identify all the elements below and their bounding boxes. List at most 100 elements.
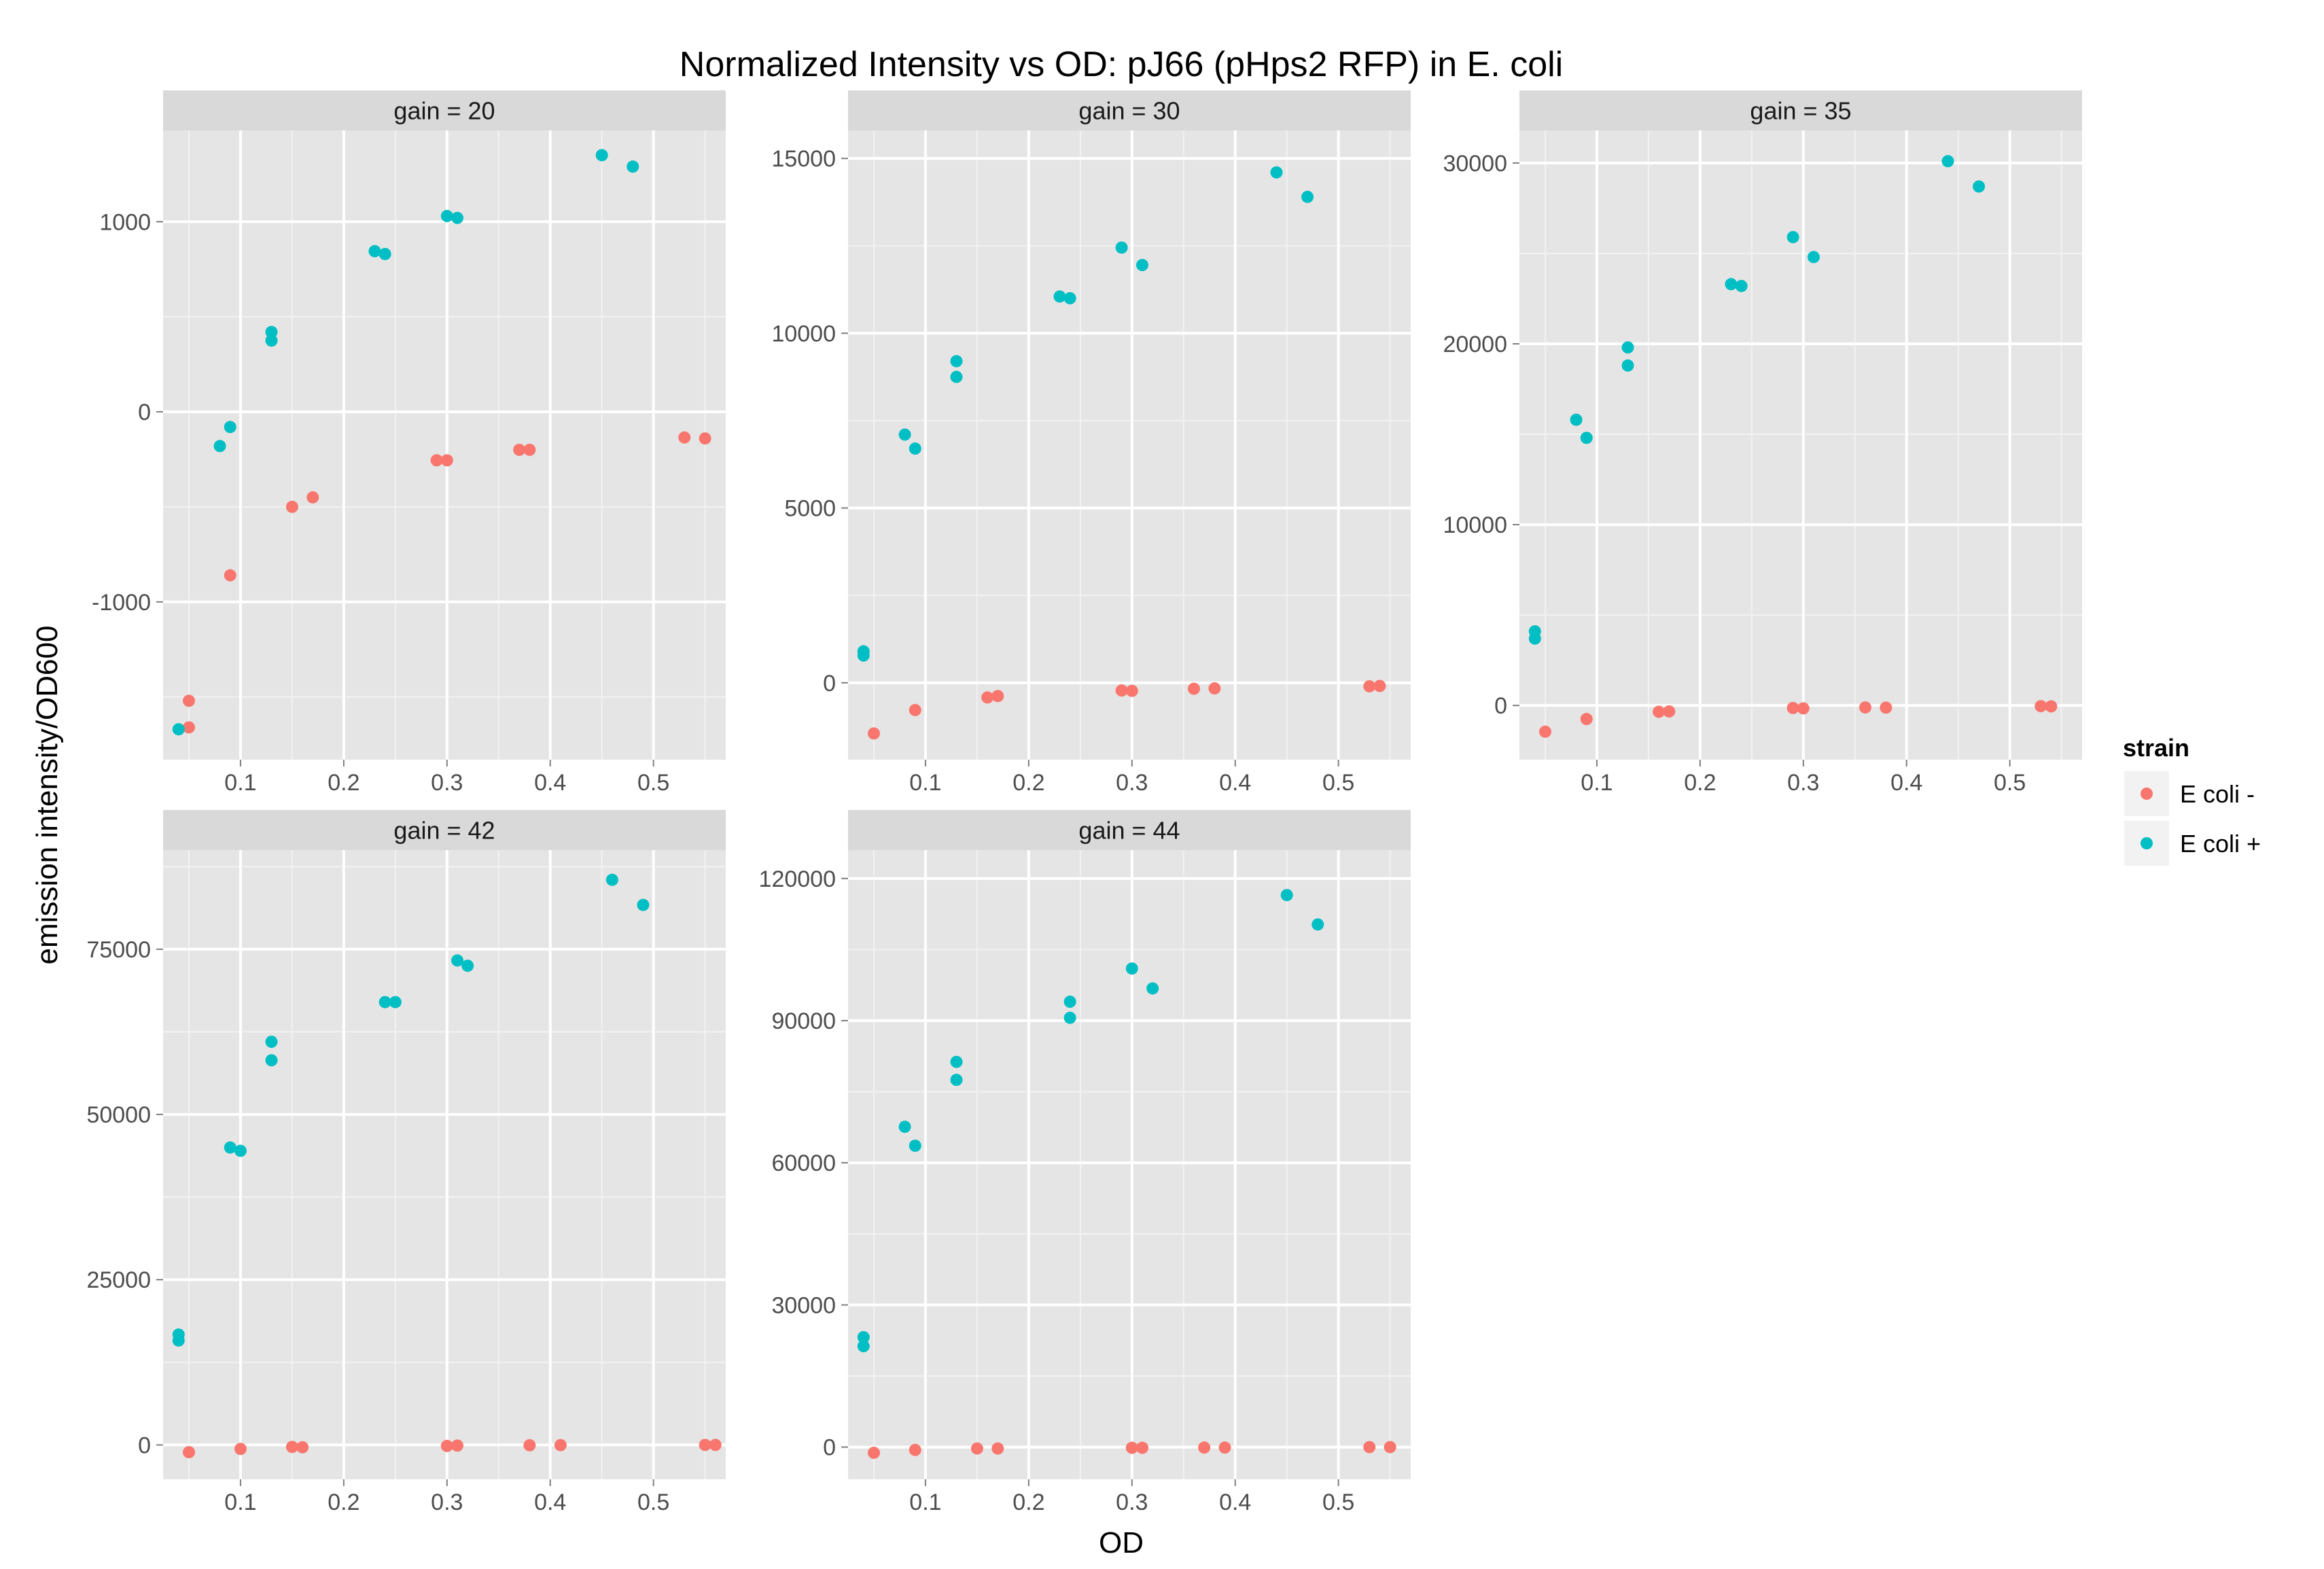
data-point-e-coli-minus: [2045, 700, 2058, 713]
x-tick-label: 0.3: [431, 1489, 463, 1515]
data-point-e-coli-plus: [265, 1054, 278, 1067]
data-point-e-coli-plus: [224, 421, 236, 434]
data-point-e-coli-plus: [595, 149, 608, 162]
data-point-e-coli-plus: [1621, 341, 1634, 354]
data-point-e-coli-minus: [234, 1443, 247, 1456]
data-point-e-coli-minus: [981, 691, 994, 704]
y-tick-label: 90000: [771, 1008, 836, 1034]
y-tick-label: 10000: [1443, 512, 1507, 538]
data-point-e-coli-minus: [709, 1439, 722, 1451]
data-point-e-coli-minus: [1218, 1441, 1231, 1454]
x-tick-label: 0.2: [328, 770, 359, 796]
facet-strip: [1519, 90, 2082, 130]
data-point-e-coli-plus: [172, 723, 185, 736]
data-point-e-coli-plus: [637, 898, 650, 911]
data-point-e-coli-minus: [513, 443, 526, 456]
data-point-e-coli-minus: [430, 454, 443, 467]
data-point-e-coli-minus: [224, 569, 236, 582]
data-point-e-coli-plus: [172, 1334, 185, 1347]
panel-background: [1519, 130, 2082, 760]
data-point-e-coli-minus: [1187, 682, 1200, 695]
data-point-e-coli-minus: [1363, 680, 1376, 692]
x-tick-label: 0.4: [1219, 1489, 1251, 1515]
x-tick-label: 0.2: [1013, 1489, 1044, 1515]
legend-marker-e-coli-plus: [2141, 837, 2153, 849]
x-tick-label: 0.2: [1013, 770, 1044, 796]
y-tick-label: 15000: [771, 146, 836, 172]
data-point-e-coli-plus: [1941, 155, 1954, 168]
x-tick-label: 0.4: [534, 1489, 566, 1515]
x-tick-label: 0.5: [637, 770, 669, 796]
data-point-e-coli-minus: [285, 1441, 298, 1453]
y-tick-label: 20000: [1443, 332, 1507, 357]
data-point-e-coli-plus: [1301, 190, 1314, 203]
facet-strip: [163, 90, 726, 130]
data-point-e-coli-minus: [678, 431, 691, 444]
data-point-e-coli-minus: [699, 1439, 711, 1451]
x-tick-label: 0.2: [328, 1489, 359, 1515]
data-point-e-coli-minus: [523, 1439, 536, 1451]
data-point-e-coli-plus: [605, 873, 618, 886]
data-point-e-coli-plus: [909, 442, 921, 455]
data-point-e-coli-plus: [950, 1074, 963, 1087]
data-point-e-coli-plus: [451, 954, 463, 967]
y-axis-label: emission intensity/OD600: [31, 626, 64, 965]
y-tick-label: 10000: [771, 321, 836, 347]
y-tick-label: 0: [823, 1435, 836, 1461]
x-tick-label: 0.4: [534, 770, 566, 796]
data-point-e-coli-plus: [950, 370, 963, 383]
data-point-e-coli-minus: [285, 500, 298, 513]
data-point-e-coli-minus: [1880, 701, 1892, 714]
facet-strip-label: gain = 30: [1078, 97, 1180, 125]
data-point-e-coli-minus: [1580, 713, 1593, 726]
y-tick-label: 0: [1494, 693, 1507, 719]
data-point-e-coli-minus: [1115, 684, 1128, 697]
data-point-e-coli-minus: [1125, 1441, 1138, 1454]
data-point-e-coli-plus: [1570, 413, 1583, 426]
data-point-e-coli-minus: [991, 690, 1004, 703]
data-point-e-coli-plus: [1725, 278, 1738, 291]
data-point-e-coli-minus: [1797, 702, 1810, 715]
y-tick-label: 120000: [759, 866, 836, 892]
facet-strip-label: gain = 35: [1750, 97, 1851, 125]
data-point-e-coli-minus: [440, 454, 453, 467]
x-tick-label: 0.3: [1787, 770, 1819, 796]
facet-panel-4: gain = 42 0.1 0.2 0.3 0.4 0.5 0 25000 50000 75000: [86, 810, 726, 1515]
x-tick-label: 0.1: [909, 1489, 941, 1515]
data-point-e-coli-plus: [1311, 918, 1324, 931]
data-point-e-coli-plus: [213, 440, 226, 453]
data-point-e-coli-plus: [378, 995, 391, 1008]
data-point-e-coli-plus: [1735, 279, 1748, 292]
y-tick-label: 0: [138, 400, 151, 425]
panel-background: [848, 130, 1411, 760]
x-tick-label: 0.5: [1322, 1489, 1354, 1515]
data-point-e-coli-minus: [699, 432, 711, 445]
y-tick-label: 30000: [1443, 151, 1507, 177]
data-point-e-coli-minus: [1859, 701, 1871, 714]
legend: strain E coli - E coli +: [2123, 734, 2261, 866]
data-point-e-coli-minus: [1198, 1441, 1211, 1454]
legend-title: strain: [2123, 734, 2189, 762]
data-point-e-coli-minus: [867, 1446, 880, 1459]
data-point-e-coli-plus: [265, 334, 278, 347]
y-tick-label: 75000: [86, 937, 151, 963]
data-point-e-coli-plus: [265, 325, 278, 338]
data-point-e-coli-plus: [1807, 251, 1820, 264]
data-point-e-coli-plus: [1580, 431, 1593, 444]
data-point-e-coli-minus: [2035, 700, 2047, 713]
data-point-e-coli-plus: [1973, 180, 1986, 193]
data-point-e-coli-minus: [1363, 1441, 1376, 1453]
facet-strip-label: gain = 42: [393, 817, 495, 845]
x-axis-label: OD: [1099, 1526, 1144, 1559]
x-tick-label: 0.1: [224, 770, 256, 796]
facet-strip: [848, 90, 1411, 130]
data-point-e-coli-minus: [1384, 1441, 1396, 1453]
data-point-e-coli-plus: [1270, 166, 1283, 179]
data-point-e-coli-plus: [857, 649, 870, 662]
data-point-e-coli-minus: [1663, 705, 1676, 718]
data-point-e-coli-minus: [1125, 684, 1138, 697]
data-point-e-coli-plus: [950, 355, 963, 368]
data-point-e-coli-minus: [440, 1439, 453, 1452]
data-point-e-coli-plus: [389, 995, 402, 1008]
